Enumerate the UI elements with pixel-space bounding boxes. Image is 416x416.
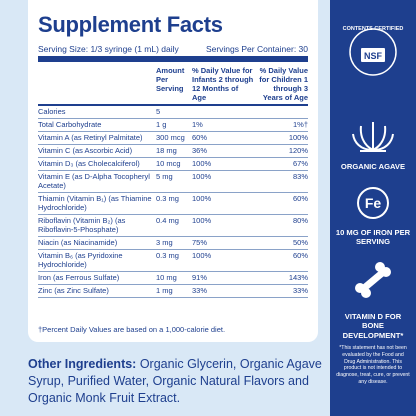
table-row: Vitamin E (as D-Alpha Tocopheryl Acetate…: [38, 171, 308, 193]
table-cell: 300 mcg: [156, 133, 185, 142]
header-spacer: [38, 66, 156, 102]
table-row: Riboflavin (Vitamin B₂) (as Riboflavin-5…: [38, 215, 308, 237]
table-cell: 0.3 mg: [156, 251, 179, 260]
table-row: Iron (as Ferrous Sulfate) 10 mg 91% 143%: [38, 272, 308, 285]
table-cell: 83%: [292, 172, 308, 181]
nutrient-name: Niacin (as Niacinamide): [38, 238, 118, 247]
table-cell: 100%: [192, 194, 212, 203]
vitamin-d-label: VITAMIN D FOR BONE DEVELOPMENT*: [342, 312, 404, 340]
disclaimer: *This statement has not been evaluated b…: [336, 345, 410, 385]
other-ingredients: Other Ingredients: Organic Glycerin, Org…: [28, 356, 324, 407]
certified-label: CONTENTS CERTIFIED: [342, 26, 404, 32]
table-row: Vitamin B₆ (as Pyridoxine Hydrochloride)…: [38, 250, 308, 272]
table-row: Zinc (as Zinc Sulfate) 1 mg 33% 33%: [38, 285, 308, 298]
header-cell: % Daily Value for Infants 2 through 12 M…: [192, 65, 254, 102]
panel-title: Supplement Facts: [38, 12, 223, 37]
other-heading: Other Ingredients:: [28, 357, 137, 371]
table-row: Vitamin C (as Ascorbic Acid) 18 mg 36% 120%: [38, 145, 308, 158]
table-cell: 100%: [192, 251, 212, 260]
header-row: Amount Per Serving% Daily Value for Infa…: [38, 64, 308, 106]
table-row: Vitamin A (as Retinyl Palmitate) 300 mcg 6…: [38, 132, 308, 145]
side-panel: CONTENTS CERTIFIED NSF ORGANIC AGAVE Fe …: [330, 0, 416, 416]
table-cell: 1%†: [292, 120, 308, 129]
nutrient-name: Iron (as Ferrous Sulfate): [38, 273, 120, 282]
nutrient-name: Vitamin C (as Ascorbic Acid): [38, 146, 133, 155]
iron-label: 10 MG OF IRON PER SERVING: [335, 228, 411, 247]
table-cell: 33%: [192, 286, 208, 295]
table-cell: 143%: [288, 273, 308, 282]
header-cell: Amount Per Serving: [156, 65, 185, 93]
table-cell: 5 mg: [156, 172, 173, 181]
table-cell: 100%: [288, 133, 308, 142]
nsf-text: NSF: [364, 51, 382, 61]
table-cell: 60%: [192, 133, 208, 142]
servings-per-container: Servings Per Container: 30: [205, 44, 308, 54]
table-cell: 100%: [192, 159, 212, 168]
bone-icon: [355, 262, 391, 298]
nsf-box: [361, 48, 385, 62]
table-cell: 0.3 mg: [156, 194, 179, 203]
table-row: Total Carbohydrate 1 g 1% 1%†: [38, 119, 308, 132]
icons: [349, 28, 397, 298]
nutrient-name: Vitamin E (as D-Alpha Tocopheryl Acetate…: [38, 172, 150, 190]
table-cell: 18 mg: [156, 146, 177, 155]
table-cell: 1 g: [156, 120, 167, 129]
nutrient-name: Vitamin D₃ (as Cholecalciferol): [38, 159, 140, 168]
table-cell: 33%: [292, 286, 308, 295]
table-cell: 120%: [288, 146, 308, 155]
supplement-facts-panel: Supplement Facts Serving Size: 1/3 syrin…: [28, 0, 318, 342]
other-text: Organic Glycerin, Organic Agave Syrup, P…: [28, 357, 322, 405]
divider: [38, 56, 308, 62]
nutrient-name: Calories: [38, 107, 66, 116]
serving-size: Serving Size: 1/3 syringe (1 mL) daily: [38, 44, 179, 54]
agave-label: ORGANIC AGAVE: [340, 162, 406, 171]
table-row: Vitamin D₃ (as Cholecalciferol) 10 mcg 100…: [38, 158, 308, 171]
table-cell: 10 mcg: [156, 159, 181, 168]
table-cell: 100%: [192, 172, 212, 181]
nutrient-name: Vitamin A (as Retinyl Palmitate): [38, 133, 143, 142]
nutrient-name: Thiamin (Vitamin B₁) (as Thiamine Hydroc…: [38, 194, 152, 212]
fe-text: Fe: [364, 195, 382, 211]
nutrient-name: Riboflavin (Vitamin B₂) (as Riboflavin-5…: [38, 216, 126, 234]
table-cell: 75%: [192, 238, 208, 247]
table-cell: 60%: [292, 251, 308, 260]
table-cell: 60%: [292, 194, 308, 203]
table-cell: 36%: [192, 146, 208, 155]
fe-badge: [357, 187, 389, 219]
table-cell: 1%: [192, 120, 203, 129]
table-row: Niacin (as Niacinamide) 3 mg 75% 50%: [38, 237, 308, 250]
table-cell: 1 mg: [156, 286, 173, 295]
header-cell: % Daily Value for Children 1 through 3 Y…: [259, 65, 308, 102]
table-cell: 10 mg: [156, 273, 177, 282]
nutrient-name: Zinc (as Zinc Sulfate): [38, 286, 109, 295]
footnote: †Percent Daily Values are based on a 1,0…: [38, 325, 226, 334]
table-cell: 3 mg: [156, 238, 173, 247]
facts-table: Amount Per Serving% Daily Value for Infa…: [38, 64, 308, 298]
table-row: Thiamin (Vitamin B₁) (as Thiamine Hydroc…: [38, 193, 308, 215]
table-cell: 50%: [292, 238, 308, 247]
table-cell: 80%: [292, 216, 308, 225]
table-cell: 5: [156, 107, 161, 116]
nutrient-name: Total Carbohydrate: [38, 120, 102, 129]
table-cell: 0.4 mg: [156, 216, 179, 225]
table-cell: 67%: [292, 159, 308, 168]
table-row: Calories 5: [38, 106, 308, 119]
table-cell: 100%: [192, 216, 212, 225]
nsf-badge: [349, 28, 397, 76]
agave-icon: [352, 122, 394, 152]
nutrient-name: Vitamin B₆ (as Pyridoxine Hydrochloride): [38, 251, 123, 269]
table-cell: 91%: [192, 273, 208, 282]
